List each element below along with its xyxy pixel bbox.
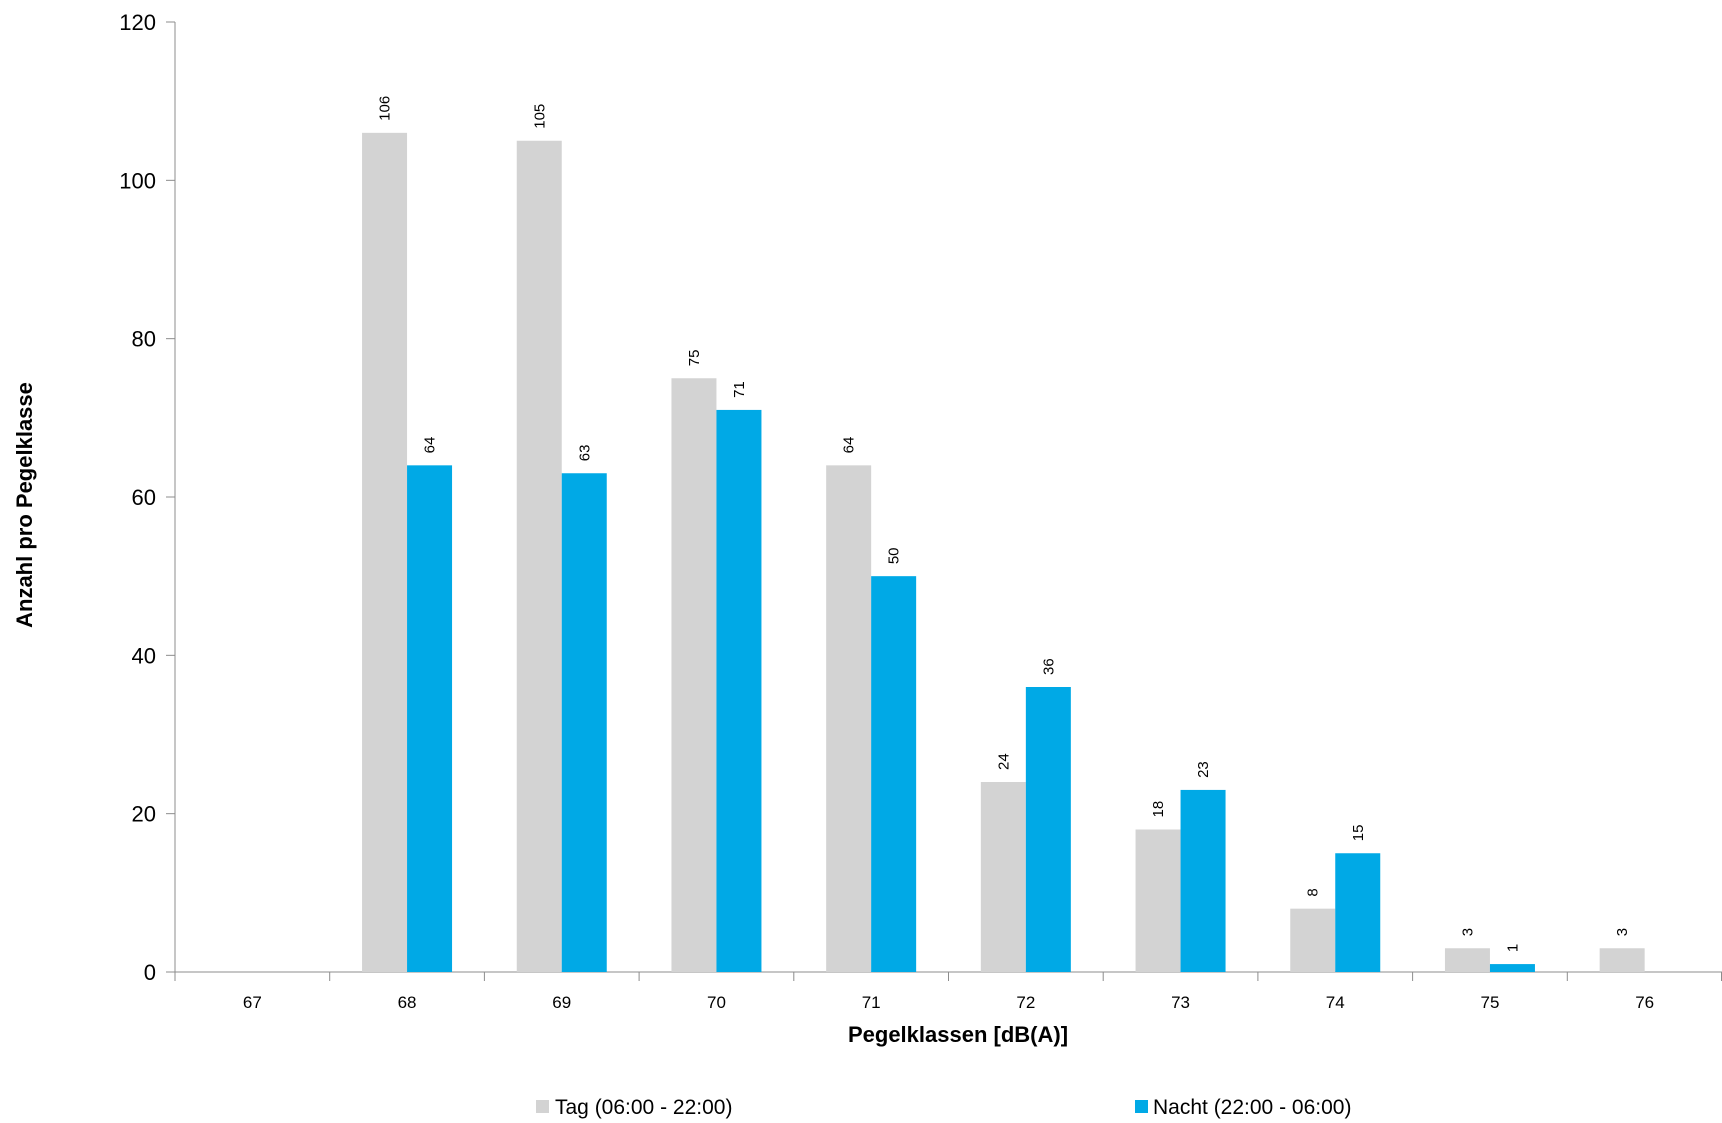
y-tick-label: 80: [132, 327, 156, 352]
data-label: 105: [531, 104, 548, 129]
x-tick-label: 74: [1326, 993, 1345, 1012]
data-label: 3: [1459, 928, 1476, 936]
bar-tag-71: [826, 465, 872, 972]
legend-item-tag: Tag (06:00 - 22:00): [536, 1096, 732, 1119]
legend-item-nacht: Nacht (22:00 - 06:00): [1135, 1096, 1351, 1119]
x-tick-label: 71: [862, 993, 881, 1012]
legend-swatch-tag: [536, 1100, 549, 1113]
legend-swatch-nacht: [1135, 1100, 1148, 1113]
x-tick-label: 67: [243, 993, 262, 1012]
bar-nacht-72: [1025, 687, 1071, 972]
bar-tag-73: [1135, 829, 1181, 972]
bar-tag-70: [671, 378, 717, 972]
bars: [362, 132, 1645, 973]
bar-nacht-71: [871, 576, 917, 972]
data-label: 8: [1305, 888, 1322, 896]
data-label: 75: [686, 350, 703, 367]
x-tick-label: 70: [707, 993, 726, 1012]
y-tick-label: 20: [132, 802, 156, 827]
data-label: 18: [1150, 801, 1167, 818]
data-label: 36: [1040, 658, 1057, 675]
legend-label-tag: Tag (06:00 - 22:00): [555, 1096, 732, 1119]
bar-nacht-73: [1180, 789, 1226, 972]
y-axis-title: Anzahl pro Pegelklasse: [12, 382, 37, 628]
data-label: 106: [377, 96, 394, 121]
data-label: 50: [886, 547, 903, 564]
bar-nacht-69: [561, 473, 607, 972]
bar-nacht-70: [716, 409, 762, 973]
bar-tag-76: [1599, 948, 1645, 972]
y-tick-label: 120: [119, 10, 156, 35]
x-tick-label: 76: [1635, 993, 1654, 1012]
x-tick-label: 69: [552, 993, 571, 1012]
y-axis: 0 20 40 60 80 100 120: [119, 10, 176, 985]
data-label: 63: [576, 445, 593, 462]
y-tick-label: 60: [132, 485, 156, 510]
data-label: 23: [1195, 761, 1212, 778]
data-label: 24: [995, 753, 1012, 770]
legend-label-nacht: Nacht (22:00 - 06:00): [1153, 1096, 1351, 1119]
bar-nacht-75: [1489, 964, 1535, 972]
bar-tag-68: [362, 132, 408, 973]
data-label: 71: [731, 381, 748, 398]
bar-tag-69: [516, 140, 562, 972]
data-label: 15: [1350, 825, 1367, 842]
x-axis: 67 68 69 70 71 72 73 74 75 76: [174, 971, 1722, 1012]
data-labels: 106 105 75 64 24 18 8 3 3 64 63 71 50 36 23 15 1: [377, 96, 1632, 952]
bar-nacht-68: [407, 465, 453, 972]
legend: Tag (06:00 - 22:00) Nacht (22:00 - 06:00…: [536, 1096, 1351, 1119]
y-tick-label: 100: [119, 168, 156, 193]
bar-nacht-74: [1335, 853, 1381, 972]
x-axis-title: Pegelklassen [dB(A)]: [848, 1022, 1068, 1047]
x-tick-label: 68: [398, 993, 417, 1012]
x-tick-label: 75: [1480, 993, 1499, 1012]
y-tick-label: 0: [144, 960, 156, 985]
data-label: 64: [422, 437, 439, 454]
data-label: 64: [841, 437, 858, 454]
bar-tag-72: [980, 782, 1026, 972]
x-tick-label: 72: [1016, 993, 1035, 1012]
x-tick-label: 73: [1171, 993, 1190, 1012]
data-label: 1: [1504, 944, 1521, 952]
y-tick-label: 40: [132, 643, 156, 668]
bar-tag-75: [1444, 948, 1490, 972]
bar-tag-74: [1290, 908, 1336, 972]
data-label: 3: [1614, 928, 1631, 936]
